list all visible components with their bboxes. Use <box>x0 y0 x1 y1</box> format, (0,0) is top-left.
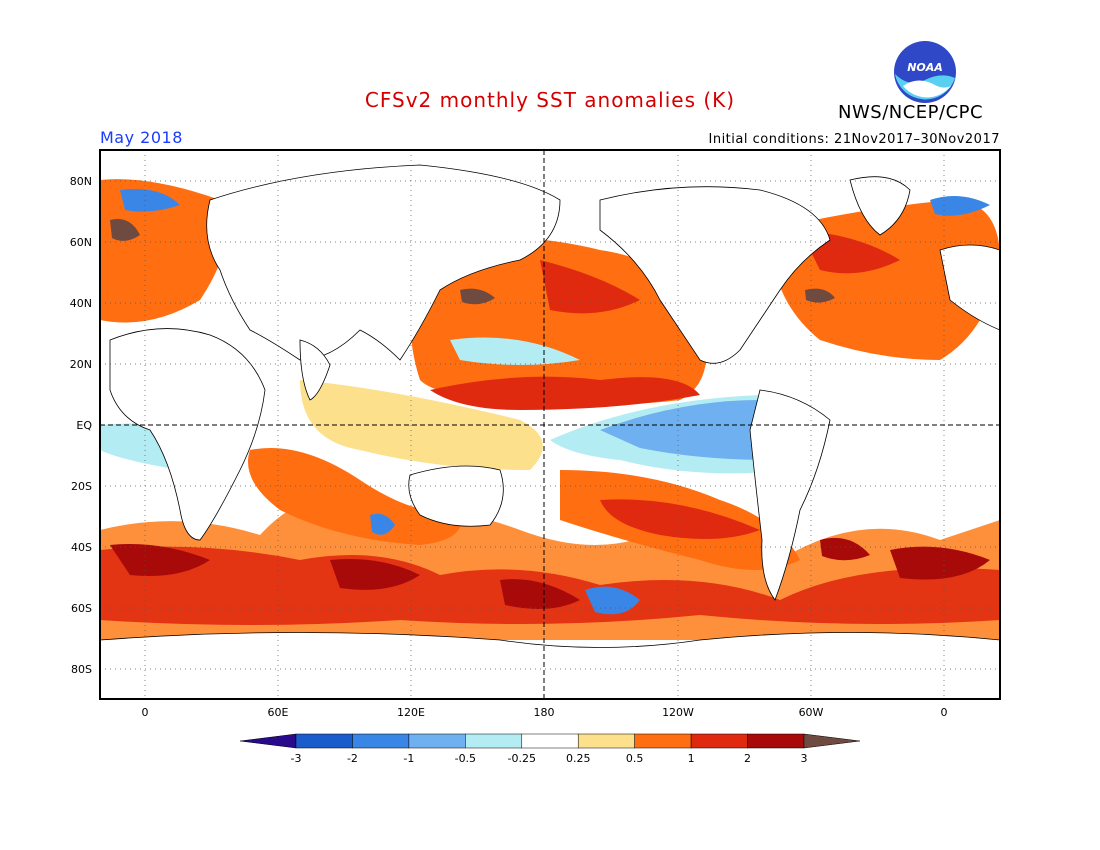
colorbar-tick-label: 3 <box>801 752 808 765</box>
colorbar-tick-label: 0.5 <box>626 752 644 765</box>
map-title: CFSv2 monthly SST anomalies (K) <box>364 88 736 112</box>
agency-label: NWS/NCEP/CPC <box>838 102 984 123</box>
longitude-label: 60E <box>268 706 289 719</box>
reference-lines <box>100 150 1000 699</box>
latitude-label: 40S <box>71 541 92 554</box>
latitude-label: EQ <box>76 419 92 432</box>
longitude-label: 0 <box>142 706 149 719</box>
colorbar-segment <box>690 733 748 749</box>
latitude-label: 80S <box>71 663 92 676</box>
colorbar-segment <box>634 733 692 749</box>
latitude-label: 60N <box>70 236 92 249</box>
colorbar-segment <box>521 733 579 749</box>
colorbar-segment <box>747 733 805 749</box>
colorbar-segment <box>577 733 635 749</box>
colorbar-tick-label: 1 <box>688 752 695 765</box>
latitude-label: 80N <box>70 175 92 188</box>
forecast-period: May 2018 <box>100 128 183 147</box>
latitude-labels: 80N 60N 40N 20N EQ 20S 40S 60S 80S <box>70 175 93 676</box>
longitude-label: 180 <box>534 706 555 719</box>
colorbar-segment <box>803 733 861 749</box>
colorbar-tick-label: -3 <box>291 752 302 765</box>
longitude-label: 0 <box>941 706 948 719</box>
colorbar-segment <box>295 733 353 749</box>
noaa-logo-text: NOAA <box>907 61 943 74</box>
latitude-label: 60S <box>71 602 92 615</box>
longitude-labels: 0 60E 120E 180 120W 60W 0 <box>142 706 948 719</box>
colorbar-segment <box>408 733 466 749</box>
anomaly-field <box>100 150 1000 699</box>
latitude-label: 40N <box>70 297 92 310</box>
colorbar-tick-label: 2 <box>744 752 751 765</box>
map-frame <box>99 149 1001 700</box>
latitude-label: 20S <box>71 480 92 493</box>
continents <box>100 164 1000 699</box>
longitude-label: 120W <box>662 706 694 719</box>
latitude-label: 20N <box>70 358 92 371</box>
colorbar-tick-label: -2 <box>347 752 358 765</box>
graticule <box>100 150 1000 699</box>
colorbar-tick-label: -1 <box>403 752 414 765</box>
colorbar-segment <box>465 733 523 749</box>
longitude-label: 60W <box>799 706 824 719</box>
colorbar-tick-label: -0.25 <box>508 752 536 765</box>
colorbar-tick-label: -0.5 <box>455 752 476 765</box>
initial-conditions: Initial conditions: 21Nov2017–30Nov2017 <box>708 132 1000 147</box>
colorbar-segment <box>239 733 297 749</box>
colorbar-segment <box>352 733 410 749</box>
colorbar-tick-label: 0.25 <box>566 752 591 765</box>
longitude-label: 120E <box>397 706 425 719</box>
noaa-logo: NOAA <box>894 41 956 103</box>
